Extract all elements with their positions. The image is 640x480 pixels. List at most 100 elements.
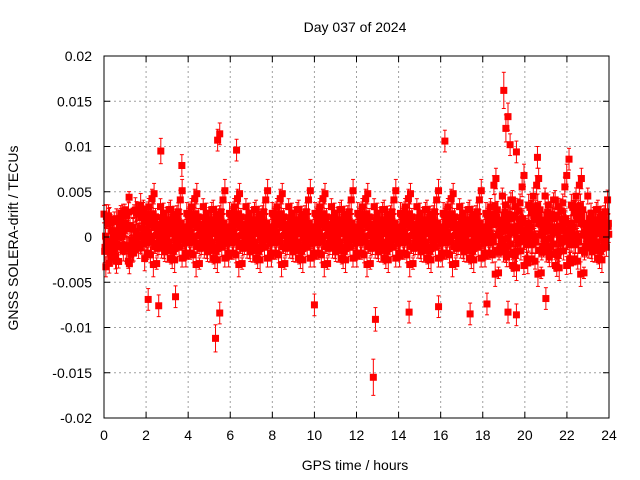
noise-point <box>218 243 226 251</box>
noise-point <box>105 259 113 267</box>
noise-point <box>322 218 330 226</box>
noise-point <box>128 236 136 244</box>
noise-point <box>547 227 555 235</box>
noise-point <box>263 219 271 227</box>
noise-point <box>242 203 250 211</box>
noise-point <box>202 209 210 217</box>
noise-point <box>505 227 513 235</box>
noise-point <box>444 203 452 211</box>
noise-point <box>240 240 248 248</box>
noise-point <box>371 235 379 243</box>
noise-point <box>213 256 221 264</box>
noise-point <box>276 237 284 245</box>
noise-point <box>579 206 587 214</box>
noise-point <box>362 195 370 203</box>
noise-point <box>551 196 559 204</box>
noise-point <box>475 196 483 204</box>
noise-point <box>245 209 253 217</box>
noise-point <box>353 252 361 260</box>
noise-point <box>574 257 582 265</box>
noise-point <box>211 230 219 238</box>
noise-point <box>555 264 563 272</box>
noise-point <box>260 208 268 216</box>
noise-point <box>221 254 229 262</box>
noise-point <box>364 218 372 226</box>
noise-point <box>520 171 528 179</box>
noise-point <box>532 238 540 246</box>
noise-point <box>550 240 558 248</box>
noise-point <box>423 206 431 214</box>
noise-point <box>141 255 149 263</box>
noise-point <box>487 203 495 211</box>
noise-point <box>449 190 457 198</box>
noise-point <box>115 257 123 265</box>
noise-point <box>321 190 329 198</box>
noise-point <box>120 241 128 249</box>
noise-point <box>148 237 156 245</box>
noise-point <box>324 244 332 252</box>
noise-point <box>160 209 168 217</box>
noise-point <box>262 196 270 204</box>
noise-point <box>102 232 110 240</box>
noise-point <box>427 256 435 264</box>
noise-point <box>508 196 516 204</box>
noise-point <box>403 251 411 259</box>
noise-point <box>554 203 562 211</box>
noise-point <box>304 196 312 204</box>
noise-point <box>517 236 525 244</box>
noise-point <box>171 256 179 264</box>
noise-point <box>389 243 397 251</box>
noise-point <box>495 269 503 277</box>
noise-point <box>236 190 244 198</box>
noise-point <box>361 237 369 245</box>
noise-point <box>317 251 325 259</box>
noise-point <box>116 242 124 250</box>
noise-point <box>331 209 339 217</box>
noise-point <box>230 203 238 211</box>
noise-point <box>459 209 467 217</box>
noise-point <box>324 260 332 268</box>
noise-point <box>431 243 439 251</box>
noise-point <box>302 208 310 216</box>
noise-point <box>404 237 412 245</box>
noise-point <box>498 192 506 200</box>
noise-point <box>178 254 186 262</box>
noise-point <box>306 187 314 195</box>
noise-point <box>366 260 374 268</box>
noise-point <box>190 237 198 245</box>
noise-point <box>450 218 458 226</box>
noise-point <box>249 246 257 254</box>
noise-point <box>238 260 246 268</box>
noise-point <box>481 252 489 260</box>
noise-point <box>279 218 287 226</box>
noise-point <box>125 260 133 268</box>
noise-point <box>140 205 148 213</box>
noise-point <box>236 218 244 226</box>
noise-point <box>283 240 291 248</box>
noise-point <box>409 260 417 268</box>
noise-point <box>413 203 421 211</box>
noise-point <box>512 264 520 272</box>
noise-point <box>299 256 307 264</box>
noise-point <box>546 242 554 250</box>
noise-point <box>360 251 368 259</box>
noise-point <box>512 203 520 211</box>
noise-point <box>566 255 574 263</box>
noise-point <box>563 262 571 270</box>
noise-point <box>424 230 432 238</box>
noise-point <box>253 230 261 238</box>
noise-point <box>206 246 214 254</box>
noise-point <box>580 269 588 277</box>
noise-point <box>148 195 156 203</box>
noise-point <box>575 181 583 189</box>
noise-point <box>289 240 297 248</box>
noise-point <box>175 243 183 251</box>
noise-point <box>446 251 454 259</box>
noise-point <box>466 206 474 214</box>
noise-point <box>114 233 122 241</box>
noise-point <box>367 244 375 252</box>
noise-point <box>572 192 580 200</box>
noise-point <box>559 236 567 244</box>
noise-point <box>373 209 381 217</box>
noise-point <box>153 260 161 268</box>
